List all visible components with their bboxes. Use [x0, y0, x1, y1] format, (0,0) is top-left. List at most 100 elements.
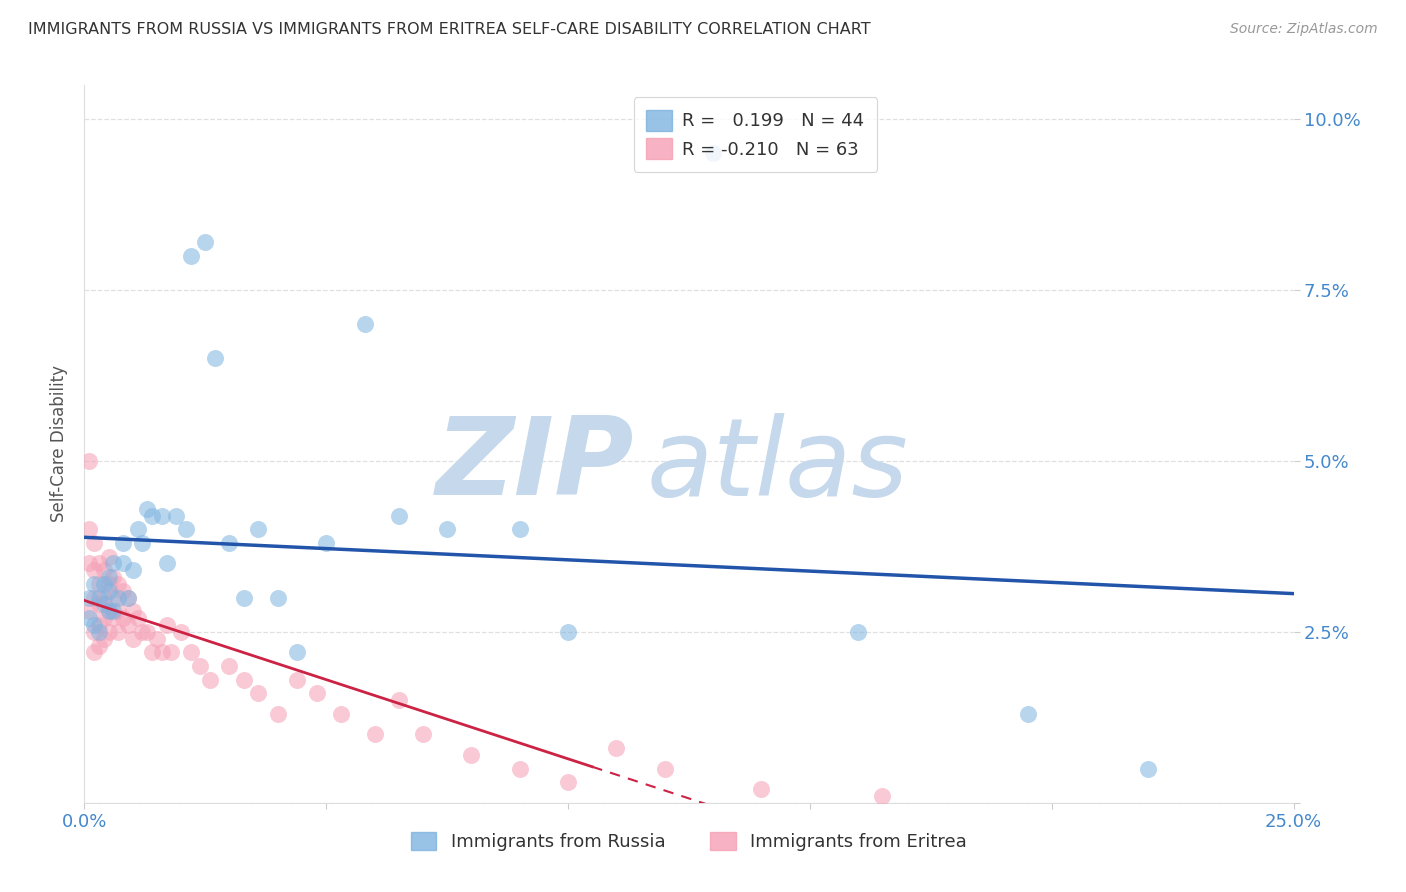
- Point: [112, 583, 135, 598]
- Point: [77, 454, 100, 468]
- Point: [112, 611, 135, 625]
- Point: [509, 762, 531, 776]
- Point: [77, 522, 100, 536]
- Point: [412, 727, 434, 741]
- Point: [170, 624, 193, 639]
- Point: [160, 645, 183, 659]
- Point: [83, 563, 105, 577]
- Point: [180, 249, 202, 263]
- Point: [247, 522, 270, 536]
- Point: [97, 570, 120, 584]
- Text: IMMIGRANTS FROM RUSSIA VS IMMIGRANTS FROM ERITREA SELF-CARE DISABILITY CORRELATI: IMMIGRANTS FROM RUSSIA VS IMMIGRANTS FRO…: [28, 22, 870, 37]
- Point: [107, 577, 129, 591]
- Point: [107, 624, 129, 639]
- Text: ZIP: ZIP: [436, 412, 634, 518]
- Point: [846, 624, 869, 639]
- Legend: Immigrants from Russia, Immigrants from Eritrea: Immigrants from Russia, Immigrants from …: [404, 824, 974, 858]
- Point: [460, 747, 482, 762]
- Point: [77, 604, 100, 618]
- Point: [388, 693, 411, 707]
- Text: Source: ZipAtlas.com: Source: ZipAtlas.com: [1230, 22, 1378, 37]
- Point: [155, 557, 177, 571]
- Point: [83, 624, 105, 639]
- Point: [233, 673, 256, 687]
- Point: [83, 591, 105, 605]
- Point: [93, 632, 115, 646]
- Point: [872, 789, 894, 803]
- Point: [127, 611, 149, 625]
- Point: [87, 624, 110, 639]
- Point: [1137, 762, 1160, 776]
- Point: [267, 706, 290, 721]
- Point: [150, 645, 173, 659]
- Point: [247, 686, 270, 700]
- Point: [605, 741, 627, 756]
- Point: [146, 632, 169, 646]
- Point: [117, 618, 139, 632]
- Point: [77, 611, 100, 625]
- Point: [1017, 706, 1039, 721]
- Point: [136, 501, 159, 516]
- Text: atlas: atlas: [647, 413, 908, 518]
- Point: [112, 536, 135, 550]
- Point: [121, 604, 143, 618]
- Point: [233, 591, 256, 605]
- Point: [121, 632, 143, 646]
- Point: [141, 508, 163, 523]
- Point: [93, 563, 115, 577]
- Point: [83, 618, 105, 632]
- Point: [267, 591, 290, 605]
- Point: [285, 673, 308, 687]
- Point: [117, 591, 139, 605]
- Point: [112, 557, 135, 571]
- Point: [117, 591, 139, 605]
- Point: [751, 782, 773, 797]
- Point: [77, 591, 100, 605]
- Point: [285, 645, 308, 659]
- Point: [83, 645, 105, 659]
- Point: [127, 522, 149, 536]
- Point: [136, 624, 159, 639]
- Point: [388, 508, 411, 523]
- Point: [83, 536, 105, 550]
- Point: [97, 577, 120, 591]
- Point: [103, 557, 125, 571]
- Point: [87, 618, 110, 632]
- Point: [194, 235, 217, 249]
- Point: [97, 549, 120, 564]
- Point: [93, 577, 115, 591]
- Point: [557, 775, 579, 789]
- Point: [354, 317, 377, 331]
- Point: [103, 570, 125, 584]
- Point: [174, 522, 197, 536]
- Point: [315, 536, 337, 550]
- Point: [557, 624, 579, 639]
- Point: [103, 591, 125, 605]
- Point: [87, 557, 110, 571]
- Point: [204, 351, 226, 366]
- Point: [329, 706, 352, 721]
- Point: [155, 618, 177, 632]
- Point: [150, 508, 173, 523]
- Point: [107, 604, 129, 618]
- Point: [103, 604, 125, 618]
- Point: [654, 762, 676, 776]
- Point: [198, 673, 221, 687]
- Point: [180, 645, 202, 659]
- Point: [141, 645, 163, 659]
- Point: [218, 536, 240, 550]
- Point: [131, 624, 153, 639]
- Point: [87, 591, 110, 605]
- Point: [218, 659, 240, 673]
- Point: [97, 583, 120, 598]
- Point: [87, 598, 110, 612]
- Point: [97, 604, 120, 618]
- Point: [87, 639, 110, 653]
- Point: [83, 577, 105, 591]
- Point: [93, 598, 115, 612]
- Point: [702, 146, 724, 161]
- Y-axis label: Self-Care Disability: Self-Care Disability: [51, 365, 69, 523]
- Point: [103, 611, 125, 625]
- Point: [121, 563, 143, 577]
- Point: [97, 624, 120, 639]
